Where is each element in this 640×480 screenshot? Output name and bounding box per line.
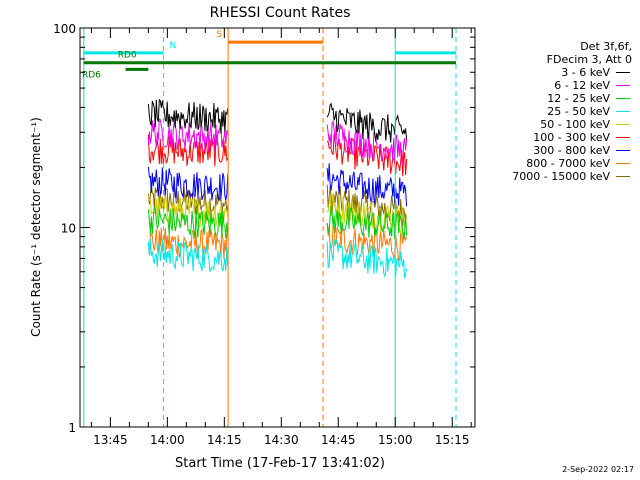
x-tick-label: 14:00: [150, 433, 185, 447]
plot-area: N S RD0 RD6: [82, 28, 457, 427]
legend-entry-swatch: [616, 163, 630, 164]
legend-entry: 100 - 300 keV: [480, 131, 632, 144]
chart-title: RHESSI Count Rates: [210, 5, 351, 21]
legend-entry: 50 - 100 keV: [480, 118, 632, 131]
x-axis-label: Start Time (17-Feb-17 13:41:02): [175, 456, 385, 471]
legend-entry: 800 - 7000 keV: [480, 157, 632, 170]
axes-frame: [79, 27, 476, 428]
flag-s-label: S: [216, 30, 222, 40]
y-tick-label: 100: [53, 22, 76, 36]
legend-entry-label: 25 - 50 keV: [547, 105, 610, 118]
legend-entry-swatch: [616, 124, 630, 125]
series-25-50-kev-line: [147, 238, 408, 279]
legend-entry: 300 - 800 keV: [480, 144, 632, 157]
legend-entry-swatch: [616, 98, 630, 99]
y-tick-label: 10: [61, 222, 76, 236]
legend-entry-label: 100 - 300 keV: [533, 131, 610, 144]
x-tick-label: 15:00: [378, 433, 413, 447]
y-tick-label: 1: [68, 421, 76, 435]
legend-entry-label: 800 - 7000 keV: [526, 157, 610, 170]
legend-entry-label: 12 - 25 keV: [547, 92, 610, 105]
series-6-12-kev-line: [147, 118, 408, 166]
x-tick-label: 14:45: [321, 433, 356, 447]
legend-header-decimation: FDecim 3, Att 0: [546, 53, 632, 66]
x-tick-label: 14:30: [264, 433, 299, 447]
legend-entry-swatch: [616, 85, 630, 86]
legend-entry-swatch: [616, 72, 630, 73]
legend-entry-swatch: [616, 150, 630, 151]
axes: 1 10 100 13:45 14:00 14:15 14:30 14:45 15:00 15:1…: [53, 22, 475, 447]
legend-entry-label: 3 - 6 keV: [561, 66, 610, 79]
series-12-25-kev-line: [147, 205, 408, 240]
legend-header-detectors: Det 3f,6f,: [580, 40, 632, 53]
plot-datestamp: 2-Sep-2022 02:17: [562, 465, 634, 474]
x-tick-label: 15:15: [435, 433, 470, 447]
flag-rd6-label: RD6: [82, 70, 101, 80]
legend-entry-swatch: [616, 137, 630, 138]
x-tick-label: 14:15: [207, 433, 242, 447]
x-tick-label: 13:45: [93, 433, 128, 447]
legend-entry: 3 - 6 keV: [480, 66, 632, 79]
legend-entry-label: 7000 - 15000 keV: [512, 170, 610, 183]
legend-entry: 6 - 12 keV: [480, 79, 632, 92]
legend: Det 3f,6f, FDecim 3, Att 0 3 - 6 keV 6 - …: [480, 40, 632, 183]
legend-entry-label: 50 - 100 keV: [540, 118, 610, 131]
legend-entry: 25 - 50 keV: [480, 105, 632, 118]
legend-entry: 7000 - 15000 keV: [480, 170, 632, 183]
legend-entry-swatch: [616, 176, 630, 177]
y-axis-label: Count Rate (s⁻¹ detector segment⁻¹): [29, 117, 43, 337]
flag-n-label: N: [170, 41, 177, 51]
legend-entry-label: 300 - 800 keV: [533, 144, 610, 157]
series-300-800-kev-line: [147, 163, 408, 207]
series-3-6-kev-line: [147, 98, 408, 143]
flag-rd0-label: RD0: [118, 51, 137, 61]
legend-entry-swatch: [616, 111, 630, 112]
legend-entry: 12 - 25 keV: [480, 92, 632, 105]
legend-entry-label: 6 - 12 keV: [554, 79, 610, 92]
